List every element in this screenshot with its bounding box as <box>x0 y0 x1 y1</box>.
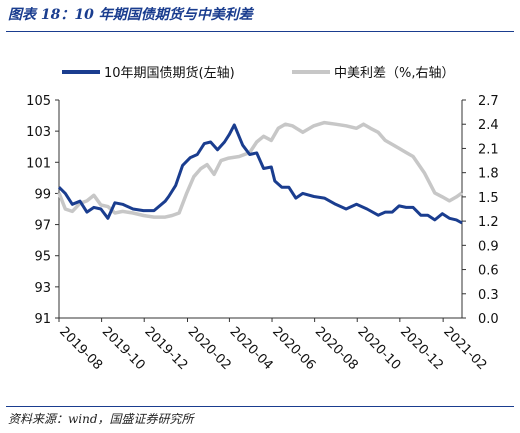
y-left-tick-label: 97 <box>34 219 51 234</box>
x-tick-label: 2019-10 <box>99 324 148 373</box>
x-tick-label: 2019-08 <box>56 324 105 373</box>
x-tick-label: 2020-10 <box>354 324 403 373</box>
y-right-tick-label: 1.2 <box>478 215 499 230</box>
y-left-tick-label: 93 <box>34 281 51 296</box>
legend: 10年期国债期货(左轴) 中美利差（%,右轴） <box>62 65 455 81</box>
x-tick-label: 2020-04 <box>227 324 276 373</box>
y-right-tick-label: 0.9 <box>478 239 499 254</box>
footer-rule <box>6 406 514 407</box>
y-right-tick-label: 1.5 <box>478 191 499 206</box>
y-left-tick-label: 105 <box>26 94 51 109</box>
series-lines <box>57 120 464 225</box>
y-right-tick-label: 1.8 <box>478 167 499 182</box>
y-right-tick-label: 0.3 <box>478 288 499 303</box>
x-tick-label: 2020-02 <box>185 324 234 373</box>
x-tick-label: 2020-08 <box>312 324 361 373</box>
y-right-tick-label: 2.1 <box>478 142 499 157</box>
series-line-spread <box>57 120 464 219</box>
source-note: 资料来源：wind，国盛证券研究所 <box>8 412 194 426</box>
y-left-tick-label: 99 <box>34 187 51 202</box>
x-tick-label: 2019-12 <box>141 324 190 373</box>
x-tick-label: 2020-06 <box>269 324 318 373</box>
x-tick-label: 2020-12 <box>397 324 446 373</box>
title-rule <box>6 31 514 32</box>
series-line-futures <box>57 123 463 225</box>
legend-label-spread: 中美利差（%,右轴） <box>334 66 455 81</box>
y-left-tick-label: 101 <box>26 156 51 171</box>
figure-title: 图表 18：10 年期国债期货与中美利差 <box>8 7 253 23</box>
y-right-tick-label: 0.6 <box>478 264 499 279</box>
y-right-tick-label: 2.7 <box>478 94 499 109</box>
y-right-tick-label: 0.0 <box>478 312 499 327</box>
y-left-tick-label: 95 <box>34 250 51 265</box>
y-left-tick-label: 91 <box>34 312 51 327</box>
y-right-tick-label: 2.4 <box>478 118 499 133</box>
legend-label-futures: 10年期国债期货(左轴) <box>104 65 235 81</box>
y-left-tick-label: 103 <box>26 125 51 140</box>
x-tick-label: 2021-02 <box>440 324 489 373</box>
